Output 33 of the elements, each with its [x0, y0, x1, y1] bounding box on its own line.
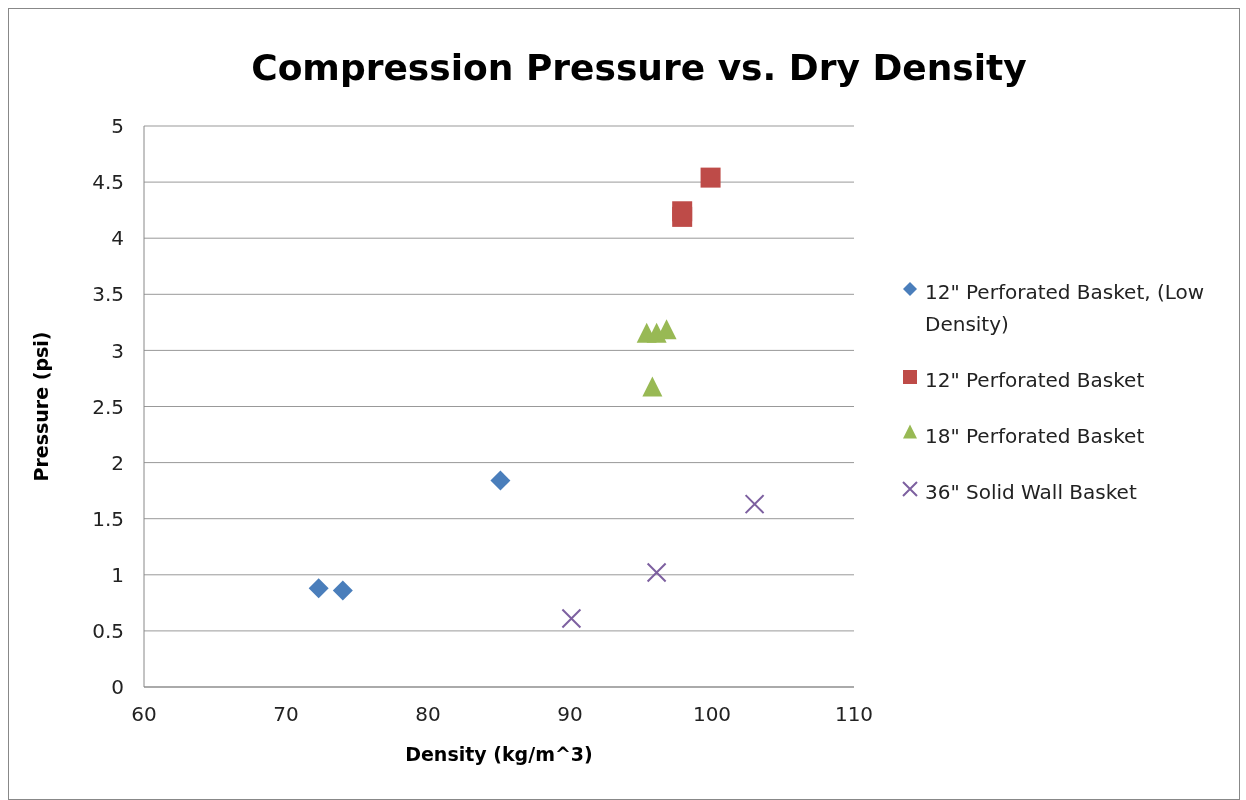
x-axis-title: Density (kg/m^3)	[405, 743, 593, 765]
x-tick-label: 100	[692, 702, 732, 727]
y-tick-label: 1.5	[92, 506, 124, 531]
legend-label: 36" Solid Wall Basket	[925, 479, 1137, 506]
chart-title: Compression Pressure vs. Dry Density	[250, 47, 1028, 88]
point	[308, 578, 329, 599]
x-tick-label: 60	[131, 702, 157, 727]
y-tick-label: 0.5	[92, 619, 124, 643]
y-tick-label: 1	[111, 562, 124, 587]
x-tick-label: 70	[273, 702, 299, 727]
y-axis-title: Pressure (psi)	[29, 331, 52, 482]
x-tick-label: 90	[557, 702, 583, 727]
y-tick-label: 5	[111, 114, 124, 139]
y-tick-label: 3	[111, 338, 124, 363]
legend-label: 18" Perforated Basket	[925, 423, 1145, 450]
point	[744, 494, 765, 515]
legend-label: 12" Perforated Basket	[925, 367, 1145, 394]
point	[490, 470, 511, 491]
x-tick-label: 110	[834, 702, 874, 727]
y-tick-label: 3.5	[92, 282, 124, 307]
point	[700, 167, 721, 188]
legend-label: 12" Perforated Basket, (Low Density)	[925, 279, 1206, 338]
y-tick-label: 2.5	[92, 394, 124, 419]
y-tick-label: 4.5	[92, 170, 124, 195]
point	[646, 562, 667, 583]
y-tick-label: 4	[111, 226, 124, 251]
point	[332, 580, 353, 601]
x-tick-label: 80	[415, 702, 441, 727]
point	[672, 206, 693, 227]
y-tick-label: 0	[111, 675, 124, 700]
point	[642, 376, 663, 397]
y-tick-label: 2	[111, 450, 124, 475]
point	[561, 608, 582, 629]
